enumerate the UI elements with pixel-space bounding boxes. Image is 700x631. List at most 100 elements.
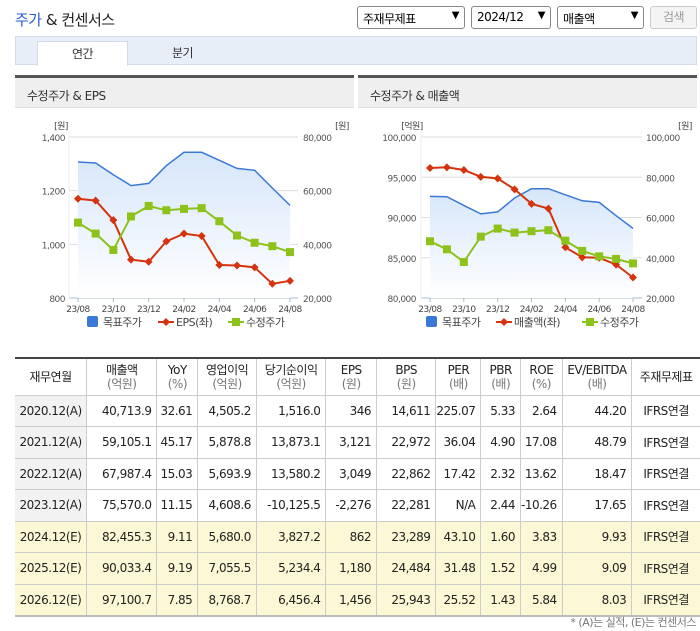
table-cell: 5,234.4 [255,552,327,585]
column-header: 매출액 (억원) [86,358,158,396]
table-cell: 5.84 [520,583,563,616]
header-unit: (원) [341,376,361,391]
legend-label: 목표주가 [442,316,481,329]
column-header: BPS (원) [376,358,437,396]
tab-quarterly[interactable]: 분기 [171,46,194,60]
x-tick-label: 24/08 [278,305,302,315]
diamond-point [91,196,100,205]
table-row: 2024.12(E) 82,455.3 9.11 5,680.0 3,827.2 862 2… [15,520,700,553]
right-tick-label: 60,000 [303,188,332,198]
table-cell: 225.07 [435,394,482,427]
target-price-line [77,151,291,206]
period-select[interactable]: 2024/12 ▼ [471,6,551,29]
left-tick-label: 100,000 [382,134,416,144]
target-price-line [429,187,634,229]
header-label: YoY [167,362,187,377]
metric-select[interactable]: 매출액 ▼ [557,6,644,29]
column-header: PBR (배) [480,358,521,396]
diamond-point [268,279,277,288]
left-tick-label: 80,000 [388,295,417,305]
diamond-point [459,166,468,175]
diamond-point [197,232,206,241]
search-button[interactable]: 검색 [650,6,697,29]
table-cell: 82,455.3 [86,520,158,553]
table-cell: 14,611 [376,394,437,427]
table-cell: 22,862 [376,457,437,490]
table-cell: 15.03 [156,457,199,490]
diamond-point [109,216,118,225]
price-point [510,228,519,237]
table-cell: 90,033.4 [86,552,158,585]
left-tick-label: 1,200 [42,188,66,198]
table-row: 2026.12(E) 97,100.7 7.85 8,768.7 6,456.4 1,45… [15,583,700,616]
table-cell: 97,100.7 [86,583,158,616]
diamond-point [612,260,621,269]
x-tick-label: 24/04 [554,305,578,315]
diamond-point [127,255,135,264]
table-cell: 2.32 [480,457,521,490]
column-header: 영업이익 (억원) [197,358,257,396]
header-label: EV/EBITDA [567,362,627,377]
header-label: 매출액 [105,362,138,377]
table-row: 2021.12(A) 59,105.1 45.17 5,878.8 13,873.1 3,… [15,426,700,459]
diamond-point [561,243,570,252]
header-label: 당기순이익 [264,362,318,377]
table-cell: 7.85 [156,583,199,616]
row-period: 2021.12(A) [15,426,88,459]
target-price-area [430,188,633,298]
table-cell: 13,873.1 [255,426,327,459]
row-period: 2023.12(A) [15,489,88,522]
header-unit: (%) [167,376,188,391]
price-point [527,227,536,236]
price-point [544,226,553,235]
x-tick-label: 24/02 [520,305,543,315]
table-row: 2023.12(A) 75,570.0 11.15 4,608.6 -10,125.5-… [15,489,700,522]
table-cell: 17.65 [561,489,633,522]
tab-annual[interactable]: 연간 [37,41,128,66]
table-cell: 18.47 [561,457,633,490]
row-period: 2026.12(E) [15,583,88,616]
table-cell: 25.52 [435,583,482,616]
table-cell: 5,680.0 [197,520,257,553]
chart-panel-eps: 수정주가 & EPS 800 1,000 1,200 1,400 20,000 40,00… [15,75,354,337]
table-cell: 6,456.4 [255,583,327,616]
legend-label: 목표주가 [103,316,142,329]
table-cell: 45.17 [156,426,199,459]
legend-label: EPS(좌) [176,316,212,329]
table-cell: N/A [435,489,482,522]
table-cell: -10,125.5 [255,489,327,522]
price-point [612,254,621,263]
table-cell: IFRS연결 [631,520,700,553]
table-cell: -2,276 [325,489,378,522]
right-tick-label: 20,000 [303,295,332,305]
table-cell: IFRS연결 [631,552,700,585]
left-tick-label: 95,000 [388,174,417,184]
table-cell: IFRS연결 [631,457,700,490]
price-eps-chart: 800 1,000 1,200 1,400 20,000 40,000 60,000 80,0… [42,121,350,329]
table-cell: 7,055.5 [197,552,257,585]
diamond-point [74,194,82,203]
statement-type-select[interactable]: 주재무제표 ▼ [357,6,465,29]
table-cell: 17.42 [435,457,482,490]
left-tick-label: 1,400 [42,134,66,144]
right-tick-label: 40,000 [646,255,675,265]
table-cell: 4.99 [520,552,563,585]
x-tick-label: 23/12 [486,305,509,315]
price-point [197,204,206,213]
table-cell: 2.64 [520,394,563,427]
table-row: 2025.12(E) 90,033.4 9.19 7,055.5 5,234.4 1,18… [15,552,700,585]
price-point [233,231,241,240]
x-tick-label: 24/02 [172,305,195,315]
table-cell: 23,289 [376,520,437,553]
diamond-point [544,204,553,213]
table-cell: 9.09 [561,552,633,585]
table-cell: IFRS연결 [631,426,700,459]
table-cell: 36.04 [435,426,482,459]
column-header: 재무연월 [15,358,88,396]
table-header-row: 재무연월 매출액 (억원) YoY (%) 영업이익 (억원) 당기순이익 (억원) EPS (원)… [15,358,700,396]
x-tick-label: 24/06 [243,305,267,315]
table-cell: 13,580.2 [255,457,327,490]
row-period: 2024.12(E) [15,520,88,553]
price-point [629,259,637,268]
header-unit: (억원) [212,376,242,391]
